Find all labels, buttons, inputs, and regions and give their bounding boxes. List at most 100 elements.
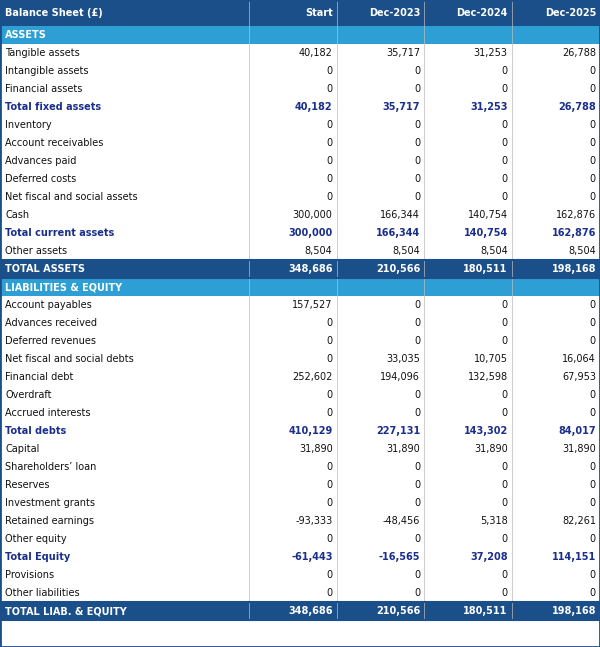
Text: 0: 0 [414, 156, 420, 166]
Bar [0, 350, 600, 368]
Text: Total Equity: Total Equity [5, 552, 70, 562]
Text: 0: 0 [502, 174, 508, 184]
Bar [0, 26, 600, 44]
Text: 0: 0 [590, 570, 596, 580]
Text: 0: 0 [414, 66, 420, 76]
Text: Other equity: Other equity [5, 534, 67, 544]
Text: Provisions: Provisions [5, 570, 54, 580]
Bar [0, 584, 600, 602]
Bar [0, 260, 600, 278]
Text: 67,953: 67,953 [562, 372, 596, 382]
Text: 0: 0 [414, 480, 420, 490]
Text: 348,686: 348,686 [288, 264, 332, 274]
Text: 0: 0 [326, 480, 332, 490]
Bar [0, 332, 600, 350]
Text: 0: 0 [590, 336, 596, 346]
Text: 114,151: 114,151 [552, 552, 596, 562]
Text: Capital: Capital [5, 444, 40, 454]
Bar [0, 188, 600, 206]
Text: 0: 0 [414, 138, 420, 148]
Text: 0: 0 [502, 156, 508, 166]
Text: 0: 0 [326, 318, 332, 328]
Text: Deferred costs: Deferred costs [5, 174, 76, 184]
Text: 0: 0 [326, 390, 332, 400]
Text: 0: 0 [414, 498, 420, 508]
Text: 82,261: 82,261 [562, 516, 596, 526]
Text: 0: 0 [502, 570, 508, 580]
Bar [0, 152, 600, 170]
Text: 0: 0 [414, 390, 420, 400]
Text: 0: 0 [326, 354, 332, 364]
Text: 0: 0 [590, 462, 596, 472]
Text: 0: 0 [502, 84, 508, 94]
Text: Other assets: Other assets [5, 246, 67, 256]
Text: 0: 0 [502, 120, 508, 130]
Text: 210,566: 210,566 [376, 264, 420, 274]
Text: 0: 0 [414, 534, 420, 544]
Text: 0: 0 [502, 462, 508, 472]
Text: Inventory: Inventory [5, 120, 52, 130]
Text: 162,876: 162,876 [556, 210, 596, 220]
Text: -16,565: -16,565 [379, 552, 420, 562]
Bar [0, 0, 600, 26]
Text: 0: 0 [590, 390, 596, 400]
Text: -61,443: -61,443 [291, 552, 332, 562]
Bar [0, 476, 600, 494]
Text: Start: Start [305, 8, 332, 18]
Text: 0: 0 [414, 408, 420, 418]
Text: 140,754: 140,754 [467, 210, 508, 220]
Text: 0: 0 [326, 534, 332, 544]
Text: 0: 0 [414, 318, 420, 328]
Text: TOTAL ASSETS: TOTAL ASSETS [5, 264, 85, 274]
Text: 0: 0 [326, 498, 332, 508]
Text: 35,717: 35,717 [383, 102, 420, 112]
Text: 31,890: 31,890 [562, 444, 596, 454]
Text: 0: 0 [590, 156, 596, 166]
Text: 26,788: 26,788 [558, 102, 596, 112]
Text: 0: 0 [414, 84, 420, 94]
Bar [0, 530, 600, 548]
Text: 0: 0 [414, 174, 420, 184]
Text: 16,064: 16,064 [562, 354, 596, 364]
Text: 180,511: 180,511 [463, 606, 508, 616]
Text: 8,504: 8,504 [392, 246, 420, 256]
Text: 0: 0 [590, 498, 596, 508]
Bar [0, 386, 600, 404]
Text: 0: 0 [590, 174, 596, 184]
Text: 5,318: 5,318 [480, 516, 508, 526]
Text: 0: 0 [326, 174, 332, 184]
Text: 198,168: 198,168 [551, 606, 596, 616]
Bar [0, 458, 600, 476]
Bar [0, 422, 600, 440]
Text: 0: 0 [502, 498, 508, 508]
Text: 166,344: 166,344 [380, 210, 420, 220]
Text: 8,504: 8,504 [480, 246, 508, 256]
Text: 0: 0 [590, 480, 596, 490]
Text: 132,598: 132,598 [467, 372, 508, 382]
Text: 0: 0 [590, 84, 596, 94]
Text: Total debts: Total debts [5, 426, 66, 436]
Text: 31,253: 31,253 [470, 102, 508, 112]
Text: 0: 0 [502, 534, 508, 544]
Text: 0: 0 [502, 390, 508, 400]
Text: 35,717: 35,717 [386, 48, 420, 58]
Text: 140,754: 140,754 [464, 228, 508, 238]
Text: Overdraft: Overdraft [5, 390, 52, 400]
Text: 0: 0 [502, 192, 508, 202]
Text: 0: 0 [502, 318, 508, 328]
Text: 0: 0 [502, 480, 508, 490]
Text: 300,000: 300,000 [293, 210, 332, 220]
Bar [0, 206, 600, 224]
Text: Intangible assets: Intangible assets [5, 66, 89, 76]
Text: 40,182: 40,182 [295, 102, 332, 112]
Text: Account payables: Account payables [5, 300, 92, 310]
Bar [0, 368, 600, 386]
Text: 198,168: 198,168 [551, 264, 596, 274]
Text: 0: 0 [590, 534, 596, 544]
Bar [0, 296, 600, 314]
Bar [0, 80, 600, 98]
Bar [0, 44, 600, 62]
Text: Reserves: Reserves [5, 480, 49, 490]
Bar [0, 116, 600, 134]
Text: Dec-2025: Dec-2025 [545, 8, 596, 18]
